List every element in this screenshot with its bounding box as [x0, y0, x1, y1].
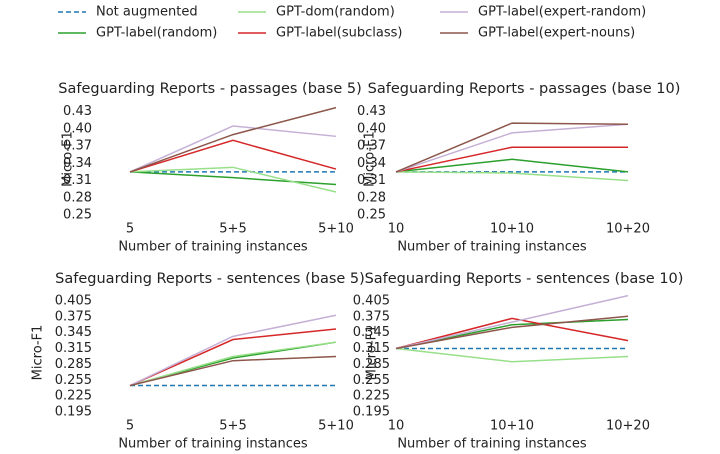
y-tick-label: 0.28 — [357, 190, 386, 205]
y-tick-label: 0.40 — [357, 121, 386, 136]
x-tick-label: 5+5 — [219, 419, 246, 434]
x-tick-label: 10 — [388, 419, 405, 434]
y-tick-label: 0.255 — [55, 373, 92, 388]
series-line — [129, 139, 337, 173]
y-tick-label: 0.37 — [63, 139, 92, 154]
legend-label: GPT-label(random) — [96, 26, 217, 41]
x-tick-label: 10+20 — [606, 222, 650, 237]
series-line — [395, 347, 629, 363]
series-line — [395, 317, 629, 350]
x-tick-label: 5+10 — [318, 222, 354, 237]
y-tick-label: 0.405 — [353, 293, 390, 308]
y-tick-label: 0.225 — [55, 389, 92, 404]
series-line — [129, 106, 337, 173]
series-line — [395, 315, 629, 350]
x-tick-label: 5+10 — [318, 419, 354, 434]
x-tick-label: 10+10 — [490, 419, 534, 434]
y-tick-label: 0.25 — [357, 208, 386, 223]
legend-label: GPT-label(expert-random) — [478, 5, 646, 20]
chart-title: Safeguarding Reports - passages (base 10… — [368, 81, 681, 97]
y-tick-label: 0.34 — [63, 156, 92, 171]
y-axis-label: Micro-F1 — [363, 131, 378, 187]
y-tick-label: 0.31 — [357, 173, 386, 188]
x-tick-label: 10+20 — [606, 419, 650, 434]
legend-label: GPT-dom(random) — [276, 5, 395, 20]
x-axis-label: Number of training instances — [397, 240, 587, 255]
series-line — [395, 122, 629, 173]
series-line — [395, 146, 628, 173]
series-line — [395, 294, 629, 350]
y-tick-label: 0.375 — [353, 309, 390, 324]
legend-label: GPT-label(expert-nouns) — [478, 26, 635, 41]
y-axis-label: Micro-F1 — [365, 325, 380, 381]
y-tick-label: 0.225 — [353, 389, 390, 404]
series-line — [129, 328, 337, 387]
series-line — [129, 341, 337, 387]
y-tick-label: 0.25 — [63, 208, 92, 223]
y-tick-label: 0.43 — [357, 104, 386, 119]
y-tick-label: 0.40 — [63, 121, 92, 136]
y-tick-label: 0.195 — [55, 405, 92, 420]
y-tick-label: 0.285 — [353, 357, 390, 372]
y-tick-label: 0.345 — [55, 325, 92, 340]
legend-label: Not augmented — [96, 5, 198, 20]
x-axis-label: Number of training instances — [118, 240, 308, 255]
y-axis-label: Micro-F1 — [31, 325, 46, 381]
y-tick-label: 0.43 — [63, 104, 92, 119]
y-tick-label: 0.345 — [353, 325, 390, 340]
y-tick-label: 0.315 — [55, 341, 92, 356]
series-line — [395, 171, 629, 182]
y-tick-label: 0.255 — [353, 373, 390, 388]
chart-title: Safeguarding Reports - sentences (base 1… — [365, 271, 684, 287]
y-tick-label: 0.28 — [63, 190, 92, 205]
series-line — [129, 355, 337, 387]
series-line — [129, 341, 337, 387]
y-tick-label: 0.34 — [357, 156, 386, 171]
x-tick-label: 10+10 — [490, 222, 534, 237]
chart-title: Safeguarding Reports - passages (base 5) — [58, 81, 362, 97]
series-line — [129, 166, 337, 193]
y-tick-label: 0.285 — [55, 357, 92, 372]
chart-title: Safeguarding Reports - sentences (base 5… — [55, 271, 365, 287]
series-line — [395, 123, 629, 173]
series-line — [395, 318, 629, 350]
y-tick-label: 0.405 — [55, 293, 92, 308]
legend-label: GPT-label(subclass) — [276, 26, 402, 41]
y-tick-label: 0.195 — [353, 405, 390, 420]
x-tick-label: 5 — [126, 222, 134, 237]
x-tick-label: 5+5 — [219, 222, 246, 237]
y-tick-label: 0.315 — [353, 341, 390, 356]
x-axis-label: Number of training instances — [397, 437, 587, 452]
y-axis-label: Micro-F1 — [61, 131, 76, 187]
y-tick-label: 0.375 — [55, 309, 92, 324]
x-tick-label: 5 — [126, 419, 134, 434]
series-line — [129, 171, 337, 186]
series-line — [129, 314, 337, 387]
y-tick-label: 0.31 — [63, 173, 92, 188]
x-axis-label: Number of training instances — [118, 437, 308, 452]
series-line — [129, 125, 337, 173]
y-tick-label: 0.37 — [357, 139, 386, 154]
series-line — [395, 158, 629, 173]
x-tick-label: 10 — [388, 222, 405, 237]
